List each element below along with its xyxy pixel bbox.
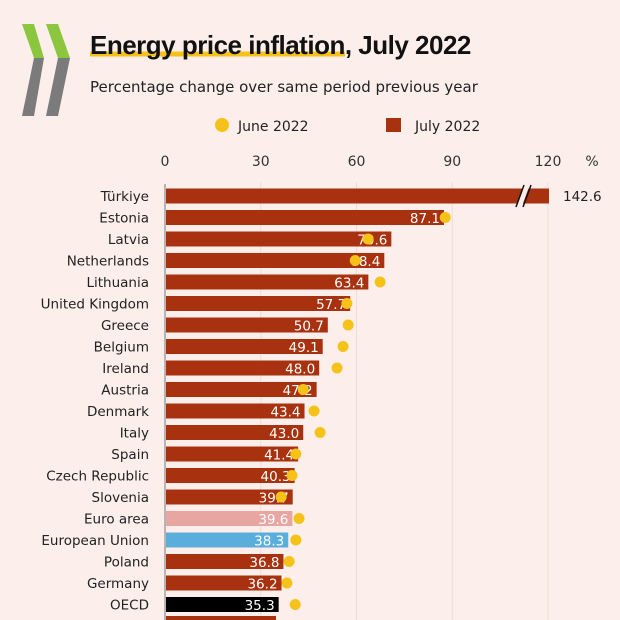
dot-june: [290, 448, 302, 460]
legend-june-label: June 2022: [237, 119, 309, 135]
category-label: Czech Republic: [46, 469, 149, 485]
value-label: 57.7: [316, 297, 346, 313]
bar-july: [166, 339, 323, 354]
bar-july: [166, 296, 351, 311]
dot-june: [362, 233, 374, 245]
bar-july: [166, 188, 549, 204]
dot-june: [281, 577, 293, 589]
bar-july: [166, 253, 385, 268]
category-label: Italy: [120, 426, 149, 442]
legend-june-marker: [215, 118, 229, 132]
value-label: 43.4: [270, 405, 300, 421]
value-label: 142.6: [563, 189, 602, 205]
dot-june: [297, 384, 309, 395]
dot-june: [439, 212, 451, 223]
category-label: OECD: [110, 598, 149, 614]
value-label: 87.1: [410, 211, 440, 227]
bar-july: [166, 317, 328, 333]
bar-july: [166, 511, 293, 526]
x-tick-label: 120: [535, 154, 562, 170]
bar-july: [166, 597, 279, 612]
x-tick-label: 90: [443, 154, 461, 170]
dot-june: [286, 470, 298, 481]
category-label: Austria: [101, 383, 149, 399]
x-tick-label: 30: [252, 154, 270, 170]
bar-july: [166, 425, 304, 440]
dot-june: [289, 599, 301, 610]
bar-july: [166, 575, 282, 591]
chart-title: Energy price inflation, July 2022: [90, 30, 471, 60]
bar-july: [166, 231, 392, 247]
category-label: Euro area: [84, 512, 149, 528]
dot-june: [293, 513, 305, 524]
category-label: Spain: [111, 447, 149, 463]
dot-june: [308, 405, 320, 417]
x-unit-label: %: [585, 154, 598, 170]
axis-break-gap: [516, 184, 530, 208]
value-label: 41.4: [264, 448, 294, 464]
dot-june: [290, 534, 302, 546]
category-label: Germany: [87, 576, 149, 592]
chart-subtitle: Percentage change over same period previ…: [90, 78, 478, 96]
value-label: 35.3: [245, 598, 275, 614]
axis-break-mark: [515, 184, 525, 208]
category-label: Poland: [104, 555, 149, 571]
category-label: Lithuania: [86, 275, 149, 291]
dot-june: [341, 298, 353, 309]
bar-july: [166, 360, 320, 376]
dot-june: [314, 427, 326, 438]
bar-july: [166, 468, 295, 483]
bar-july: [166, 210, 444, 225]
dot-june: [374, 276, 386, 288]
value-label: 49.1: [289, 340, 319, 356]
category-label: United Kingdom: [41, 297, 149, 313]
x-tick-label: 60: [348, 154, 366, 170]
bar-july: [166, 274, 369, 290]
category-label: Türkiye: [100, 189, 149, 205]
x-tick-label: 0: [161, 154, 170, 170]
bar-july-partial: [166, 616, 276, 620]
value-label: 48.0: [285, 362, 315, 378]
oecd-logo: [22, 24, 70, 116]
bar-july: [166, 382, 317, 397]
category-label: European Union: [41, 533, 149, 549]
category-label: Denmark: [87, 404, 149, 420]
value-label: 63.4: [334, 276, 364, 292]
value-label: 38.3: [254, 534, 284, 550]
bar-july: [166, 446, 299, 462]
bar-july: [166, 489, 293, 505]
bar-july: [166, 403, 305, 419]
dot-june: [342, 319, 354, 331]
value-label: 50.7: [294, 319, 324, 335]
category-label: Estonia: [99, 211, 149, 227]
bar-july: [166, 554, 284, 569]
dot-june: [337, 341, 349, 352]
dot-june: [349, 255, 361, 266]
bar-july: [166, 532, 289, 548]
value-label: 36.2: [247, 577, 277, 593]
dot-june: [331, 362, 343, 374]
dot-june: [275, 491, 287, 503]
category-label: Belgium: [94, 340, 149, 356]
category-label: Greece: [101, 318, 149, 334]
category-label: Netherlands: [67, 254, 149, 270]
category-label: Latvia: [108, 232, 149, 248]
value-label: 36.8: [249, 555, 279, 571]
category-label: Slovenia: [92, 490, 149, 506]
legend-july-marker: [386, 118, 401, 132]
category-label: Ireland: [102, 361, 149, 377]
legend-july-label: July 2022: [414, 119, 480, 135]
axis-break-mark: [522, 184, 532, 208]
value-label: 43.0: [269, 426, 299, 442]
value-label: 40.3: [261, 469, 291, 485]
value-label: 39.6: [258, 512, 288, 528]
dot-june: [283, 556, 295, 567]
